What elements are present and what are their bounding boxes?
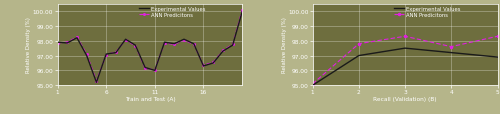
ANN Predicitons (103, 55, 109, 56)
Line: Experimental Values: Experimental Values (58, 12, 242, 83)
X-axis label: Train and Test (A): Train and Test (A) (124, 96, 176, 101)
Experimental Values (94, 82, 100, 83)
ANN Predicitons (172, 44, 177, 46)
Experimental Values (54, 42, 60, 44)
Experimental Values (152, 70, 158, 71)
ANN Predicitons (190, 44, 196, 46)
Experimental Values (74, 38, 80, 39)
Y-axis label: Relative Density (%): Relative Density (%) (26, 17, 32, 73)
ANN Predicitons (84, 54, 89, 55)
Experimental Values (210, 63, 216, 64)
ANN Predicitons (230, 44, 235, 46)
Experimental Values (122, 39, 128, 41)
ANN Predicitons (448, 47, 454, 48)
ANN Predicitons (162, 43, 168, 44)
Experimental Values (103, 54, 109, 55)
Experimental Values (142, 67, 148, 69)
Line: ANN Predicitons: ANN Predicitons (56, 10, 243, 82)
Experimental Values (200, 66, 206, 67)
Experimental Values (84, 55, 89, 57)
Experimental Values (132, 45, 138, 46)
Experimental Values (172, 44, 177, 45)
Experimental Values (220, 51, 226, 52)
ANN Predicitons (220, 50, 226, 52)
ANN Predicitons (54, 43, 60, 44)
ANN Predicitons (210, 62, 216, 63)
ANN Predicitons (356, 44, 362, 45)
X-axis label: Recall (Validation) (B): Recall (Validation) (B) (374, 96, 437, 101)
ANN Predicitons (142, 68, 148, 69)
ANN Predicitons (94, 80, 100, 82)
Experimental Values (494, 57, 500, 58)
Experimental Values (356, 55, 362, 57)
ANN Predicitons (181, 40, 187, 41)
Experimental Values (181, 39, 187, 41)
Experimental Values (402, 48, 408, 49)
Legend: Experimental Values, ANN Predicitons: Experimental Values, ANN Predicitons (393, 6, 462, 18)
ANN Predicitons (74, 37, 80, 38)
Experimental Values (230, 45, 235, 46)
Line: Experimental Values: Experimental Values (312, 49, 498, 86)
Experimental Values (113, 52, 119, 54)
ANN Predicitons (152, 69, 158, 71)
Experimental Values (190, 44, 196, 45)
ANN Predicitons (310, 83, 316, 85)
Experimental Values (240, 11, 246, 13)
ANN Predicitons (402, 36, 408, 38)
ANN Predicitons (113, 52, 119, 53)
ANN Predicitons (200, 65, 206, 66)
ANN Predicitons (132, 46, 138, 47)
Y-axis label: Relative Density (%): Relative Density (%) (282, 17, 286, 73)
Experimental Values (448, 52, 454, 54)
Experimental Values (162, 42, 168, 44)
ANN Predicitons (494, 36, 500, 38)
Experimental Values (310, 85, 316, 86)
ANN Predicitons (240, 10, 246, 11)
Legend: Experimental Values, ANN Predicitons: Experimental Values, ANN Predicitons (138, 6, 206, 18)
ANN Predicitons (64, 42, 70, 44)
Experimental Values (64, 43, 70, 44)
Line: ANN Predicitons: ANN Predicitons (312, 36, 498, 85)
ANN Predicitons (122, 40, 128, 41)
